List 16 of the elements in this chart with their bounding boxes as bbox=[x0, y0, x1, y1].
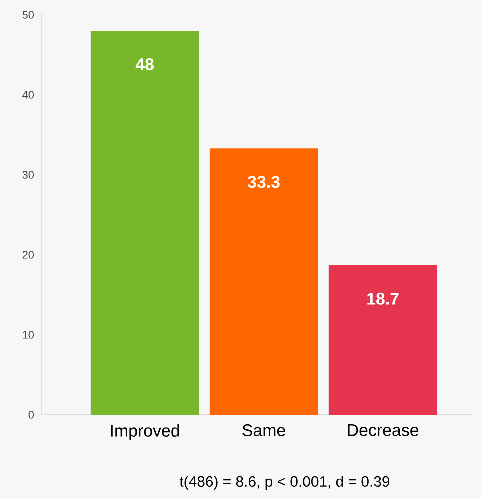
bar bbox=[328, 265, 438, 415]
text: t(486) = 8.6, p < 0.001, d = 0.39 bbox=[180, 476, 390, 490]
bar bbox=[210, 148, 318, 415]
y-tick-label: 0 bbox=[28, 411, 34, 419]
x-tick-label: Same bbox=[242, 424, 286, 437]
data-label: 18.7 bbox=[368, 292, 399, 305]
x-tick-label: Decrease bbox=[348, 424, 419, 436]
x-tick-label: Improved bbox=[111, 424, 180, 440]
y-tick-label: 30 bbox=[22, 171, 34, 179]
data-label: 48 bbox=[136, 58, 154, 71]
bar bbox=[90, 30, 200, 415]
y-tick-label: 20 bbox=[22, 251, 34, 259]
y-tick-label: 50 bbox=[22, 11, 34, 19]
y-tick-label: 40 bbox=[22, 91, 34, 99]
y-tick-label: 10 bbox=[23, 331, 34, 339]
data-label: 33.3 bbox=[248, 176, 280, 188]
